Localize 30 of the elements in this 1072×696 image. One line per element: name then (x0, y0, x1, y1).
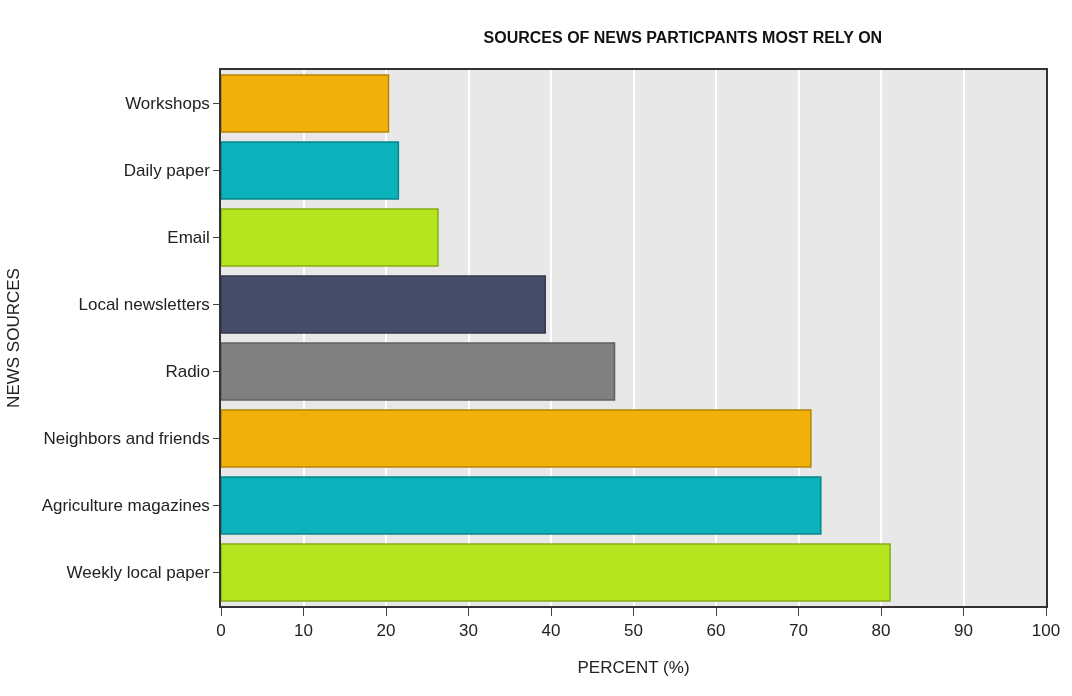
bar (221, 476, 822, 535)
x-tick-label: 90 (954, 621, 973, 641)
chart-title: SOURCES OF NEWS PARTICPANTS MOST RELY ON (483, 28, 883, 46)
x-tick-label: 60 (706, 621, 726, 641)
bar (221, 74, 390, 133)
bar (221, 543, 891, 602)
y-tick-label: Local newsletters (78, 295, 210, 315)
x-tick-label: 30 (459, 621, 478, 641)
x-tick-label: 40 (541, 621, 561, 641)
bar (221, 342, 616, 401)
y-tick-label: Daily paper (123, 161, 211, 181)
x-tick-label: 20 (376, 621, 396, 641)
bar (221, 409, 812, 468)
bar (221, 141, 400, 200)
y-tick-label: Agriculture magazines (41, 496, 210, 516)
x-tick-label: 100 (1031, 621, 1061, 641)
y-tick-label: Email (167, 228, 210, 248)
y-tick-label: Weekly local paper (66, 563, 211, 583)
x-axis-title: PERCENT (%) (577, 658, 690, 678)
x-tick-label: 0 (216, 621, 226, 641)
x-tick-label: 70 (789, 621, 808, 641)
y-axis-title: NEWS SOURCES (3, 268, 23, 408)
bar (221, 275, 546, 334)
y-tick-label: Workshops (125, 94, 210, 114)
x-tick-label: 80 (871, 621, 891, 641)
y-tick-label: Radio (165, 362, 210, 382)
x-tick-label: 10 (294, 621, 313, 641)
x-tick-label: 50 (624, 621, 643, 641)
y-tick-label: Neighbors and friends (43, 429, 210, 449)
bar (221, 208, 439, 267)
